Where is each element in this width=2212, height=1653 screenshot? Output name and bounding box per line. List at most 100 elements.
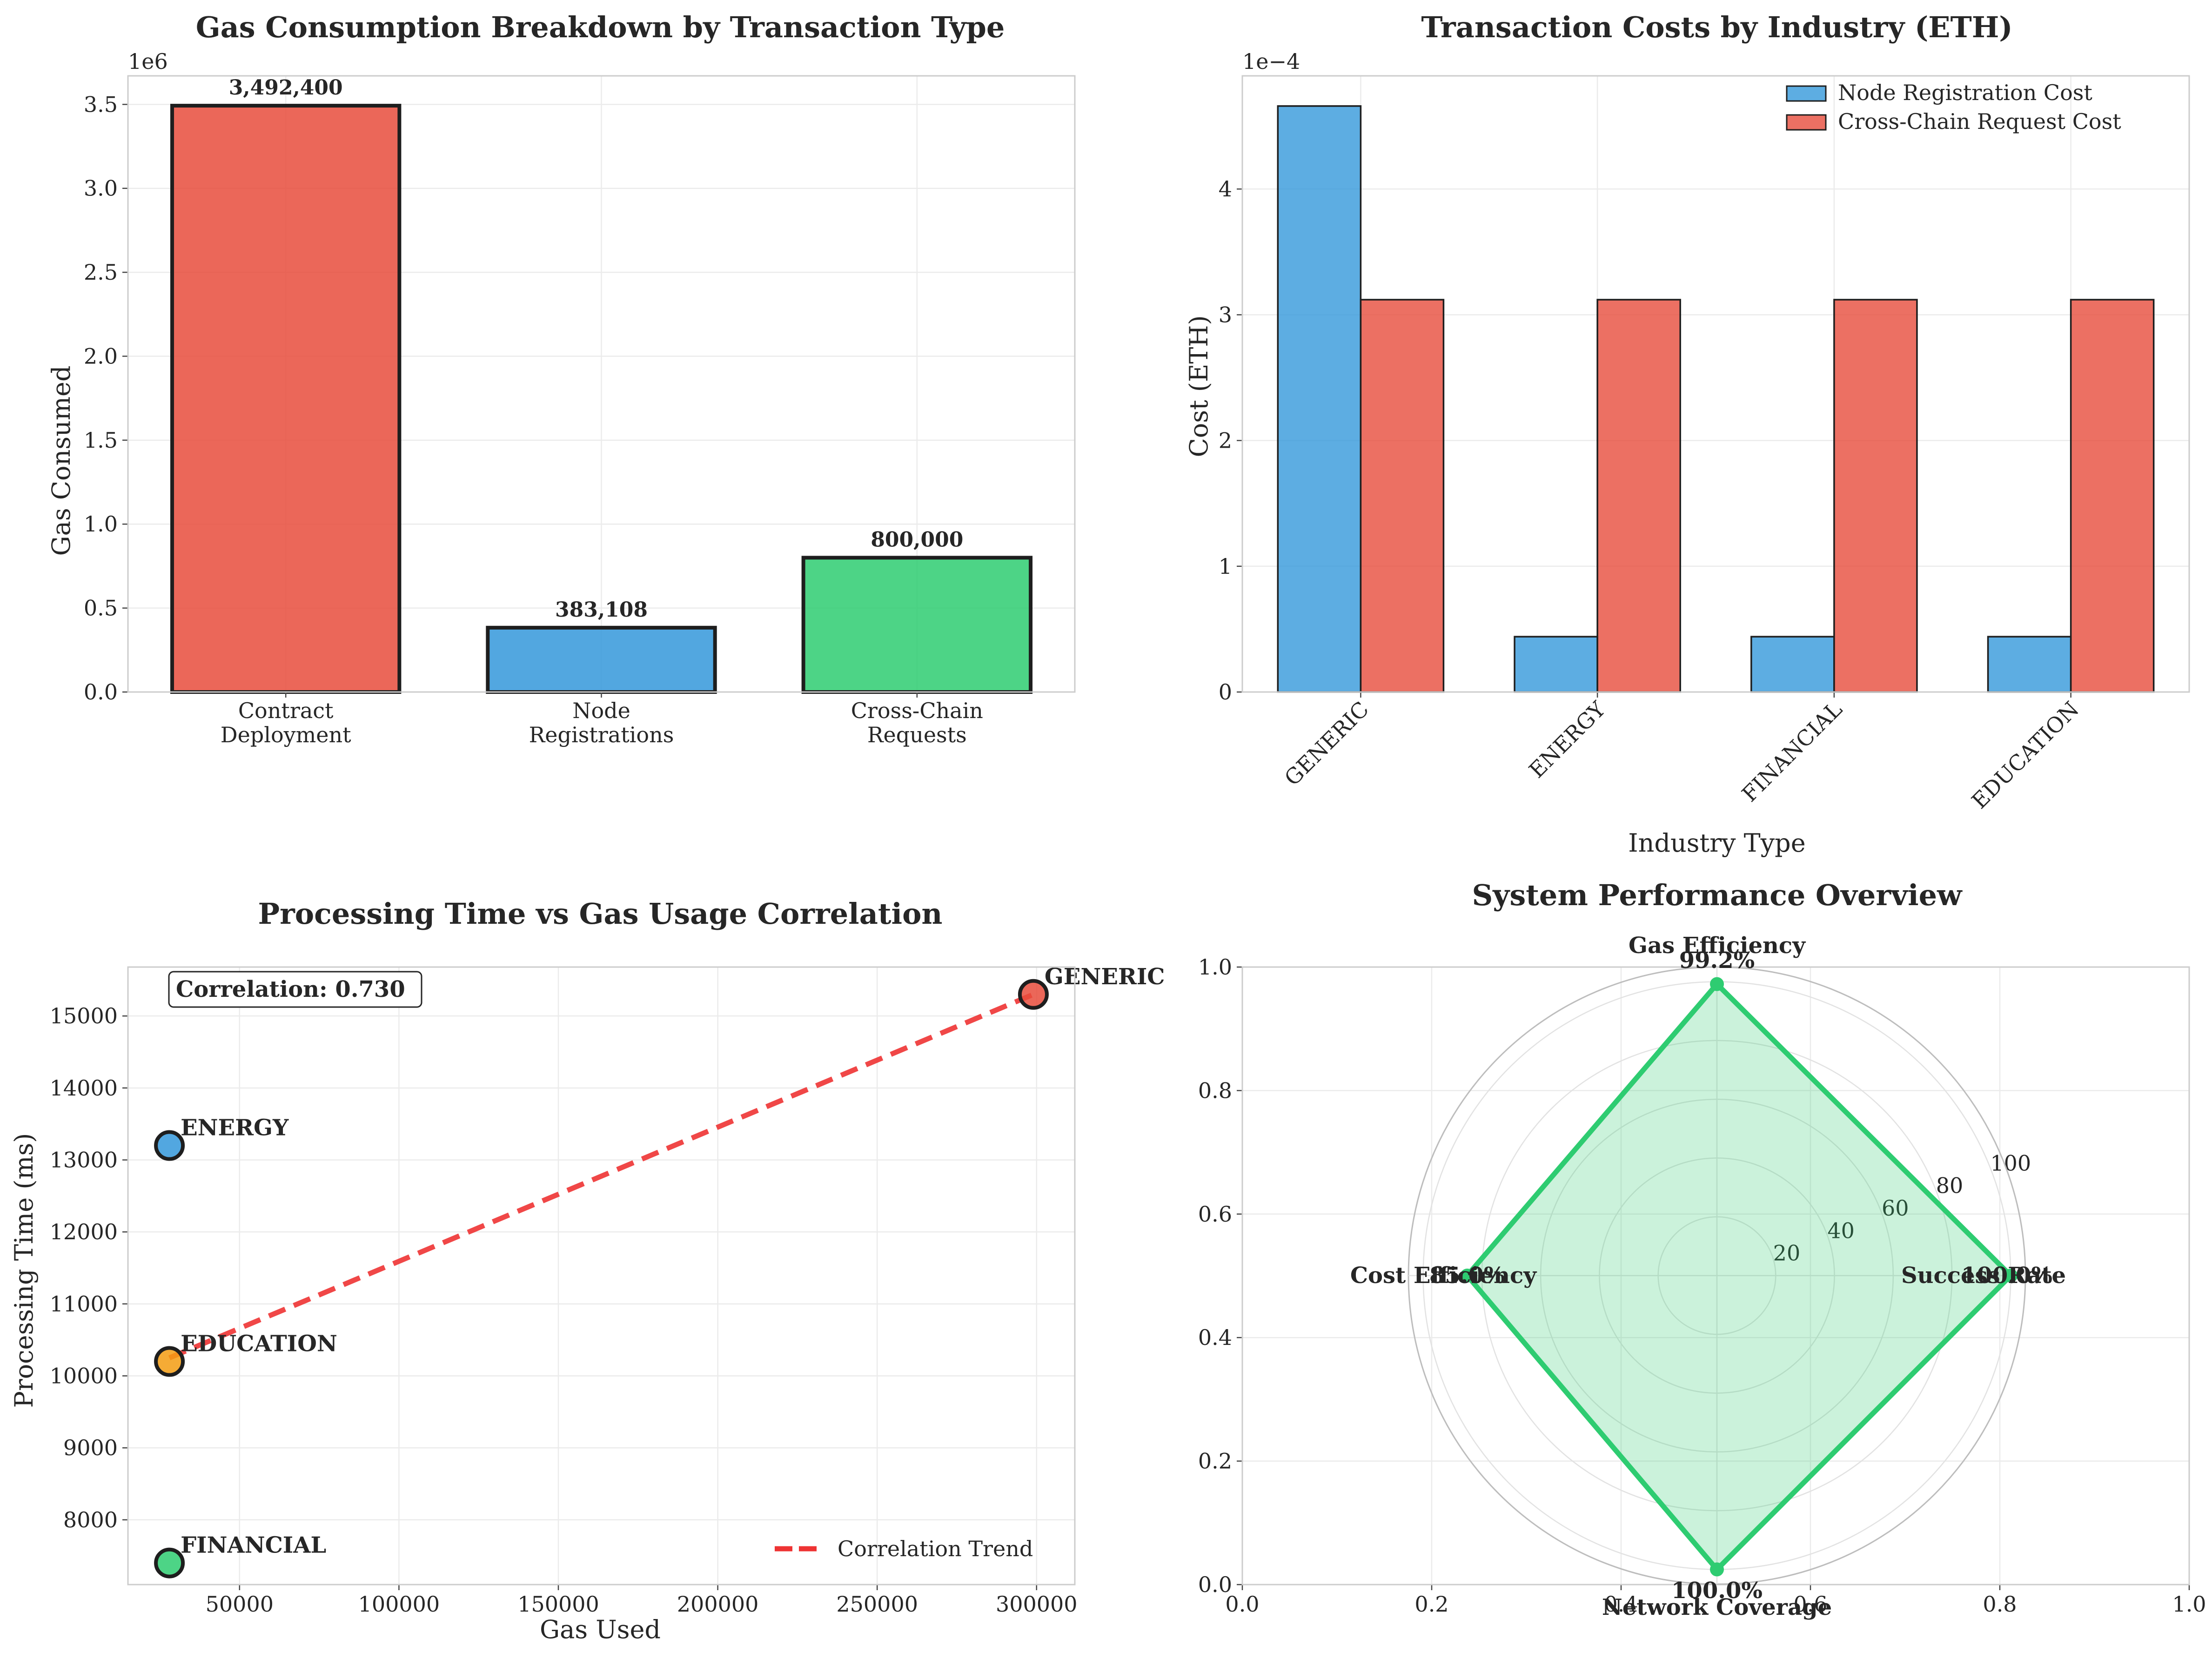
point-label: GENERIC: [1045, 964, 1165, 990]
bar: [1360, 299, 1445, 693]
bar: [801, 556, 1033, 694]
y-tick-label: 1: [1219, 554, 1232, 579]
legend-label: Node Registration Cost: [1838, 80, 2092, 105]
x-tick-label: 1.0: [2172, 1592, 2206, 1617]
plot-frame: [1241, 75, 2190, 693]
y-tick-label: 1.5: [84, 428, 118, 453]
chart-title: Gas Consumption Breakdown by Transaction…: [196, 10, 1005, 44]
legend-swatch: [1786, 85, 1827, 102]
bar: [170, 104, 402, 694]
plot-frame: [127, 966, 1076, 1586]
bar: [1750, 636, 1835, 693]
y-tick-label: 14000: [50, 1075, 118, 1101]
y-tick-label: 4: [1219, 176, 1232, 202]
legend-label: Cross-Chain Request Cost: [1838, 109, 2121, 134]
y-offset-label: 1e−4: [1242, 49, 1300, 74]
x-axis-label: Industry Type: [1628, 828, 1805, 858]
y-tick-label: 0.5: [84, 596, 118, 621]
y-tick-label: 8000: [63, 1507, 118, 1532]
radar-value-label: 99.2%: [1679, 947, 1755, 974]
y-tick-label: 11000: [50, 1291, 118, 1317]
data-label: 3,492,400: [229, 76, 343, 100]
chart-gas-consumption: Gas Consumption Breakdown by Transaction…: [47, 10, 1076, 747]
bar: [486, 625, 717, 694]
y-tick-label: 0.6: [1198, 1202, 1232, 1227]
point-label: ENERGY: [181, 1115, 289, 1141]
x-tick-label: 0.2: [1414, 1592, 1448, 1617]
y-tick-label: 3.0: [84, 176, 118, 201]
x-tick-label: Contract: [238, 698, 334, 723]
legend-swatch: [1786, 114, 1827, 131]
chart-title: System Performance Overview: [1472, 878, 1963, 912]
bar: [1514, 636, 1598, 693]
radar-point: [1710, 1562, 1724, 1577]
trend-line: [168, 992, 1035, 1360]
radial-tick-label: 40: [1827, 1218, 1855, 1243]
radial-tick-label: 80: [1936, 1173, 1964, 1198]
radar-axis-label: Success Rate: [1901, 1263, 2066, 1289]
chart-transaction-costs: Transaction Costs by Industry (ETH) Cost…: [1184, 10, 2190, 858]
y-tick-label: 10000: [50, 1363, 118, 1388]
y-tick-label: 2.5: [84, 260, 118, 285]
x-tick-label: Node: [572, 698, 630, 723]
y-tick-label: 0.0: [1198, 1572, 1232, 1597]
x-tick-label: 0.4: [1604, 1592, 1638, 1617]
x-tick-label: 200000: [677, 1592, 759, 1617]
radial-tick-label: 60: [1882, 1196, 1909, 1221]
bar: [1833, 299, 1918, 693]
y-axis-label: Processing Time (ms): [9, 1133, 39, 1408]
data-label: 383,108: [555, 598, 648, 622]
y-tick-label: 1.0: [84, 511, 118, 537]
radar-point: [1460, 1269, 1475, 1283]
y-tick-label: 2: [1219, 428, 1232, 453]
y-offset-label: 1e6: [128, 49, 168, 74]
y-tick-label: 12000: [50, 1219, 118, 1244]
y-axis-label: Gas Consumed: [47, 365, 76, 556]
correlation-annotation: Correlation: 0.730: [176, 976, 405, 1002]
radar-value-label: 100.0%: [1671, 1578, 1763, 1604]
radar-axis-label: Gas Efficiency: [1629, 933, 1806, 959]
bar: [1596, 299, 1681, 693]
scatter-point: [154, 1130, 185, 1161]
radar-point: [2004, 1269, 2018, 1283]
radial-tick-label: 20: [1773, 1241, 1801, 1266]
x-tick-label: Deployment: [221, 722, 351, 747]
radar-axis-label: Cost Efficiency: [1350, 1263, 1537, 1289]
y-tick-label: 3.5: [84, 92, 118, 117]
chart-title: Transaction Costs by Industry (ETH): [1421, 10, 2012, 44]
plot-frame: [127, 75, 1076, 693]
radar-value-label: 100.0%: [1961, 1263, 2052, 1289]
radar-value-label: 85.0%: [1429, 1263, 1505, 1289]
point-label: FINANCIAL: [181, 1532, 326, 1559]
x-tick-label: 250000: [836, 1592, 918, 1617]
y-tick-label: 15000: [50, 1003, 118, 1028]
chart-system-performance: System Performance Overview 0.00.0 0.2 0.2…: [1198, 878, 2206, 1620]
x-tick-label: 0.0: [1225, 1592, 1259, 1617]
data-label: 800,000: [871, 528, 963, 551]
x-tick-label: 150000: [517, 1592, 599, 1617]
x-tick-label: Cross-Chain: [851, 698, 983, 723]
x-tick-label: 0.8: [1983, 1592, 2017, 1617]
x-tick-label: 100000: [358, 1592, 440, 1617]
legend-label: Correlation Trend: [838, 1536, 1033, 1561]
chart-processing-vs-gas: Processing Time vs Gas Usage Correlation…: [9, 897, 1165, 1644]
radar-axis-label: Network Coverage: [1602, 1594, 1832, 1620]
correlation-box: [168, 971, 422, 1008]
x-tick-label: 0.6: [1793, 1592, 1827, 1617]
y-tick-label: 3: [1219, 302, 1232, 327]
bar: [2070, 299, 2155, 693]
chart-title: Processing Time vs Gas Usage Correlation: [258, 897, 942, 931]
scatter-point: [154, 1547, 185, 1579]
y-tick-label: 0.4: [1198, 1325, 1232, 1350]
y-tick-label: 0: [1219, 679, 1232, 705]
y-tick-label: 13000: [50, 1147, 118, 1172]
y-axis-label: Cost (ETH): [1184, 315, 1213, 457]
x-tick-label: 300000: [996, 1592, 1078, 1617]
y-tick-label: 2.0: [84, 343, 118, 369]
radial-tick-label: 100: [1990, 1150, 2031, 1176]
radar-point: [1710, 977, 1724, 991]
y-tick-label: 1.0: [1198, 954, 1232, 980]
point-label: EDUCATION: [181, 1331, 337, 1357]
scatter-point: [1018, 979, 1049, 1010]
